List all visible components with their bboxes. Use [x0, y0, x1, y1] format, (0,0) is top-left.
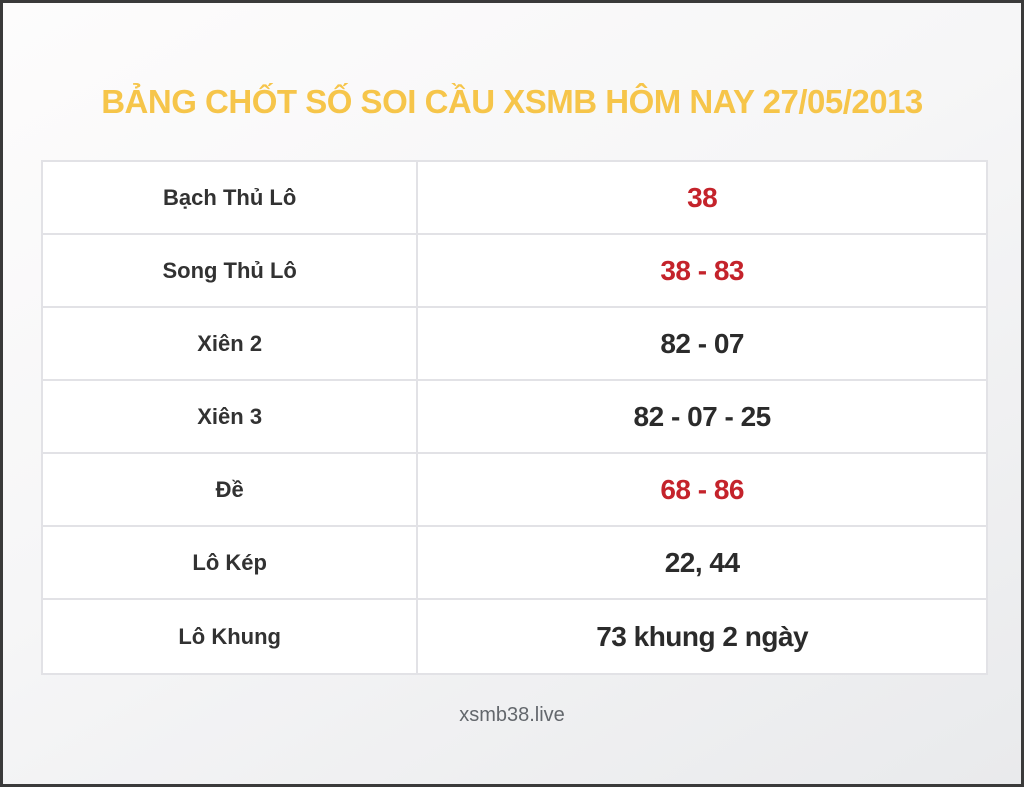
prediction-table: Bạch Thủ Lô 38 Song Thủ Lô 38 - 83 Xiên … — [41, 160, 988, 675]
row-value: 22, 44 — [664, 546, 740, 578]
row-label: Lô Khung — [43, 600, 419, 673]
table-row: Lô Khung 73 khung 2 ngày — [43, 600, 986, 673]
row-value: 73 khung 2 ngày — [596, 620, 809, 652]
table-row: Bạch Thủ Lô 38 — [43, 162, 986, 235]
row-label: Xiên 2 — [43, 308, 419, 379]
row-value: 82 - 07 — [660, 327, 744, 359]
site-name: xsmb38.live — [459, 704, 565, 726]
row-label: Bạch Thủ Lô — [43, 162, 419, 233]
table-row: Song Thủ Lô 38 - 83 — [43, 235, 986, 308]
row-label: Xiên 3 — [43, 381, 419, 452]
table-row: Xiên 2 82 - 07 — [43, 308, 986, 381]
row-value: 68 - 86 — [660, 473, 744, 505]
row-label: Song Thủ Lô — [43, 235, 419, 306]
row-value: 38 - 83 — [660, 254, 744, 286]
row-label: Lô Kép — [43, 527, 419, 598]
row-label: Đề — [43, 454, 419, 525]
page-title: BẢNG CHỐT SỐ SOI CẦU XSMB HÔM NAY 27/05/… — [101, 83, 923, 120]
table-row: Lô Kép 22, 44 — [43, 527, 986, 600]
table-row: Đề 68 - 86 — [43, 454, 986, 527]
row-value: 82 - 07 - 25 — [633, 400, 772, 432]
row-value: 38 — [687, 181, 718, 213]
table-row: Xiên 3 82 - 07 - 25 — [43, 381, 986, 454]
